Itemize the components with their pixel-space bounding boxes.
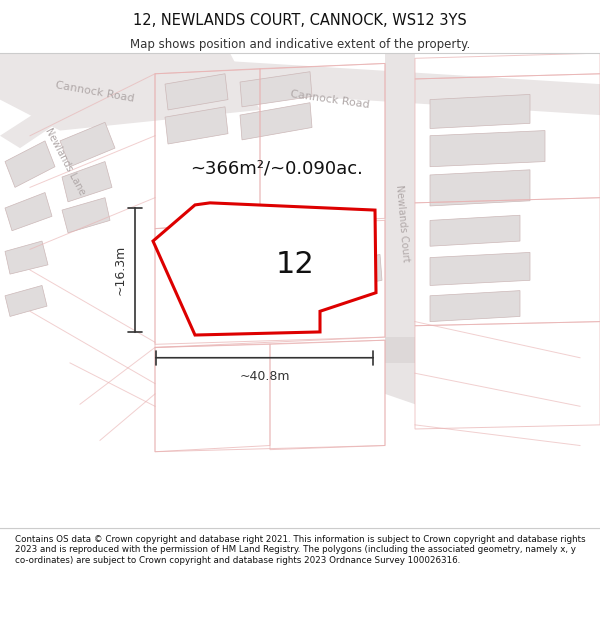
Polygon shape	[60, 122, 115, 167]
Polygon shape	[62, 198, 110, 232]
Polygon shape	[62, 161, 112, 202]
Text: ~40.8m: ~40.8m	[239, 370, 290, 383]
Text: Cannock Road: Cannock Road	[290, 89, 370, 110]
Polygon shape	[240, 102, 312, 140]
Polygon shape	[325, 254, 382, 291]
Polygon shape	[430, 94, 530, 129]
Text: Contains OS data © Crown copyright and database right 2021. This information is : Contains OS data © Crown copyright and d…	[15, 535, 586, 565]
Polygon shape	[430, 291, 520, 322]
Polygon shape	[430, 215, 520, 246]
Polygon shape	[240, 72, 312, 107]
Polygon shape	[430, 253, 530, 286]
Polygon shape	[0, 84, 100, 148]
Polygon shape	[5, 141, 55, 188]
Polygon shape	[0, 53, 260, 131]
Polygon shape	[165, 107, 228, 144]
Polygon shape	[5, 286, 47, 316]
Text: Newlands Court: Newlands Court	[394, 184, 410, 262]
Polygon shape	[385, 53, 415, 404]
Text: ~366m²/~0.090ac.: ~366m²/~0.090ac.	[190, 160, 363, 177]
Text: Newlands Lane: Newlands Lane	[43, 126, 87, 197]
Text: 12, NEWLANDS COURT, CANNOCK, WS12 3YS: 12, NEWLANDS COURT, CANNOCK, WS12 3YS	[133, 13, 467, 28]
Polygon shape	[153, 203, 376, 335]
Polygon shape	[100, 53, 600, 115]
Polygon shape	[165, 74, 228, 110]
Text: Map shows position and indicative extent of the property.: Map shows position and indicative extent…	[130, 38, 470, 51]
Polygon shape	[255, 259, 318, 299]
Polygon shape	[5, 192, 52, 231]
Polygon shape	[430, 170, 530, 206]
Polygon shape	[5, 241, 48, 274]
Polygon shape	[385, 337, 415, 363]
Text: Cannock Road: Cannock Road	[55, 81, 135, 104]
Text: 12: 12	[275, 250, 314, 279]
Polygon shape	[430, 131, 545, 167]
Polygon shape	[185, 268, 248, 308]
Text: ~16.3m: ~16.3m	[114, 245, 127, 295]
